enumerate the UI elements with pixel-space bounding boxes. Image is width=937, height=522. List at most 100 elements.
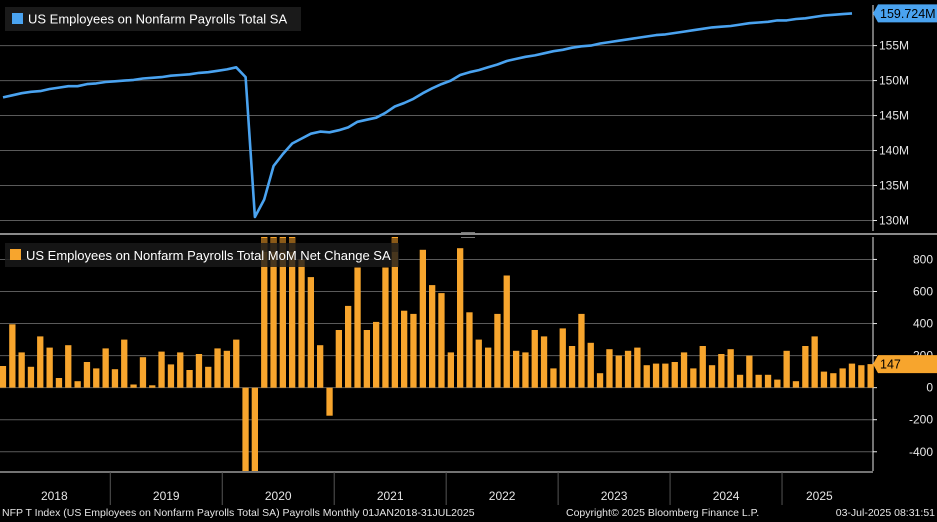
bar xyxy=(550,368,557,388)
bar xyxy=(867,364,874,388)
bar xyxy=(568,346,576,388)
bar xyxy=(111,369,119,388)
bar xyxy=(531,330,538,388)
bar xyxy=(718,354,725,388)
legend-box xyxy=(5,243,399,267)
bar xyxy=(233,339,240,388)
bar xyxy=(690,368,697,388)
x-tick-label: 2022 xyxy=(489,489,516,503)
last-value-tag xyxy=(873,4,937,23)
bar xyxy=(242,387,249,471)
bar xyxy=(587,342,594,388)
bar xyxy=(606,349,613,388)
bar xyxy=(130,384,137,388)
bar xyxy=(494,313,501,388)
bar xyxy=(755,374,762,388)
y-tick-label: 145M xyxy=(879,109,909,123)
x-tick-label: 2019 xyxy=(153,489,180,503)
last-value-tag xyxy=(873,355,937,374)
footer-copyright: Copyright© 2025 Bloomberg Finance L.P. xyxy=(566,507,760,519)
legend-label: US Employees on Nonfarm Payrolls Total M… xyxy=(26,248,391,263)
bar xyxy=(261,237,268,388)
bar xyxy=(540,336,548,388)
bar xyxy=(158,351,165,388)
legend-box xyxy=(5,7,301,31)
bar xyxy=(326,387,333,416)
panel-resize-handle[interactable] xyxy=(461,232,475,238)
x-tick-label: 2020 xyxy=(265,489,292,503)
x-axis: 2018 2019 2020 2021 2022 2023 2024 2025 xyxy=(0,471,873,505)
bar xyxy=(522,352,529,388)
payrolls-line xyxy=(2,12,853,219)
y-tick-label: 600 xyxy=(913,284,933,298)
bar xyxy=(466,312,473,388)
x-tick-label: 2024 xyxy=(713,489,740,503)
bar xyxy=(354,267,361,388)
y-tick-label: 155M xyxy=(879,39,909,53)
bar xyxy=(214,348,221,388)
bar xyxy=(121,339,128,388)
x-tick-label: 2018 xyxy=(41,489,68,503)
y-tick-label: 150M xyxy=(879,74,909,88)
x-tick-label: 2025 xyxy=(806,489,833,503)
y-tick-label: -200 xyxy=(909,413,933,427)
bar xyxy=(391,237,398,388)
x-tick-label: 2023 xyxy=(601,489,628,503)
bar xyxy=(307,277,314,388)
bar xyxy=(279,237,286,388)
bar xyxy=(624,350,632,388)
legend-label: US Employees on Nonfarm Payrolls Total S… xyxy=(28,12,287,27)
bar xyxy=(373,321,380,388)
bar xyxy=(251,387,258,471)
bar xyxy=(662,363,669,388)
bar xyxy=(652,363,660,388)
footer-index-info: NFP T Index (US Employees on Nonfarm Pay… xyxy=(2,507,475,519)
x-tick-label: 2021 xyxy=(377,489,404,503)
bar xyxy=(429,285,436,388)
bar xyxy=(457,248,464,388)
bar xyxy=(746,355,753,388)
bar xyxy=(195,354,203,388)
bar xyxy=(55,378,63,388)
bar xyxy=(783,350,790,388)
bar xyxy=(9,324,16,388)
bar xyxy=(643,365,650,388)
bar xyxy=(317,345,324,388)
y-tick-label: 0 xyxy=(926,381,933,395)
bar xyxy=(559,328,566,388)
y-tick-label: 800 xyxy=(913,252,933,266)
last-value-label: 147 xyxy=(880,358,901,372)
bar xyxy=(699,346,706,388)
bar xyxy=(18,352,25,388)
bar xyxy=(27,366,35,388)
bar xyxy=(167,364,175,388)
bar xyxy=(46,347,53,388)
bar xyxy=(177,352,184,388)
bar xyxy=(419,249,426,388)
bar xyxy=(401,310,408,388)
bar xyxy=(578,313,585,388)
bar xyxy=(149,385,156,388)
bar xyxy=(93,368,100,388)
bar xyxy=(83,362,91,388)
bar xyxy=(764,374,772,388)
bar xyxy=(410,313,417,388)
bar xyxy=(736,374,744,388)
bar xyxy=(848,363,856,388)
bar xyxy=(102,348,109,388)
bar xyxy=(345,305,352,388)
y-tick-label: 135M xyxy=(879,179,909,193)
y-tick-label: 400 xyxy=(913,317,933,331)
bar xyxy=(671,362,678,388)
bar xyxy=(205,366,212,388)
bar xyxy=(382,267,389,388)
bar xyxy=(615,355,622,388)
legend-swatch xyxy=(10,249,21,260)
bar xyxy=(186,370,193,388)
chart-canvas: 130M 135M 140M 145M 150M 155M 159.724M US Emplo… xyxy=(0,4,937,505)
bar xyxy=(447,352,454,388)
bar xyxy=(74,381,81,388)
bar xyxy=(298,259,305,388)
bar xyxy=(335,330,342,388)
bar xyxy=(139,357,147,388)
